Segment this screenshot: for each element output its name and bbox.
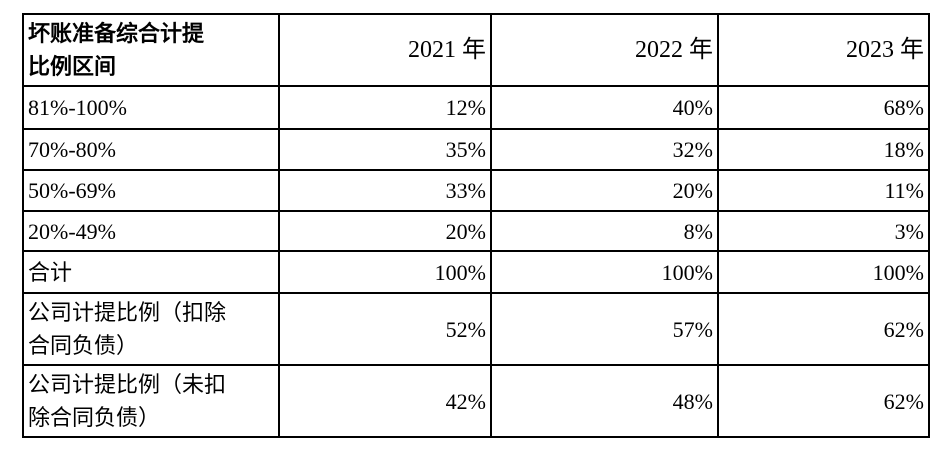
cell-2023: 62%: [717, 292, 930, 366]
table-row-20-49: 20%-49% 20% 8% 3%: [22, 210, 930, 252]
header-year-2022: 2022 年: [490, 13, 719, 87]
cell-2021: 42%: [278, 364, 492, 438]
cell-2021: 35%: [278, 128, 492, 171]
cell-2022: 57%: [490, 292, 719, 366]
cell-2021: 33%: [278, 169, 492, 212]
row-label: 70%-80%: [22, 128, 280, 171]
row-label: 公司计提比例（未扣 除合同负债）: [22, 364, 280, 438]
cell-2022: 20%: [490, 169, 719, 212]
cell-2021: 100%: [278, 250, 492, 294]
cell-2022: 48%: [490, 364, 719, 438]
cell-2022: 40%: [490, 85, 719, 130]
row-label: 20%-49%: [22, 210, 280, 252]
header-year-2023: 2023 年: [717, 13, 930, 87]
row-label: 合计: [22, 250, 280, 294]
table-header-row: 坏账准备综合计提 比例区间 2021 年 2022 年 2023 年: [22, 13, 930, 87]
cell-2023: 3%: [717, 210, 930, 252]
cell-2023: 11%: [717, 169, 930, 212]
table-row-70-80: 70%-80% 35% 32% 18%: [22, 128, 930, 171]
cell-2023: 62%: [717, 364, 930, 438]
cell-2023: 18%: [717, 128, 930, 171]
cell-2022: 8%: [490, 210, 719, 252]
cell-2023: 68%: [717, 85, 930, 130]
table-row-81-100: 81%-100% 12% 40% 68%: [22, 85, 930, 130]
header-range-label: 坏账准备综合计提 比例区间: [22, 13, 280, 87]
table-row-company-ratio-incl: 公司计提比例（未扣 除合同负债） 42% 48% 62%: [22, 364, 930, 438]
table-row-company-ratio-excl: 公司计提比例（扣除 合同负债） 52% 57% 62%: [22, 292, 930, 366]
cell-2023: 100%: [717, 250, 930, 294]
header-year-2021: 2021 年: [278, 13, 492, 87]
bad-debt-provision-ratio-table: 坏账准备综合计提 比例区间 2021 年 2022 年 2023 年 81%-1…: [22, 13, 930, 438]
cell-2021: 52%: [278, 292, 492, 366]
row-label: 公司计提比例（扣除 合同负债）: [22, 292, 280, 366]
row-label: 50%-69%: [22, 169, 280, 212]
table-row-total: 合计 100% 100% 100%: [22, 250, 930, 294]
cell-2021: 20%: [278, 210, 492, 252]
table-row-50-69: 50%-69% 33% 20% 11%: [22, 169, 930, 212]
row-label: 81%-100%: [22, 85, 280, 130]
cell-2021: 12%: [278, 85, 492, 130]
cell-2022: 100%: [490, 250, 719, 294]
cell-2022: 32%: [490, 128, 719, 171]
